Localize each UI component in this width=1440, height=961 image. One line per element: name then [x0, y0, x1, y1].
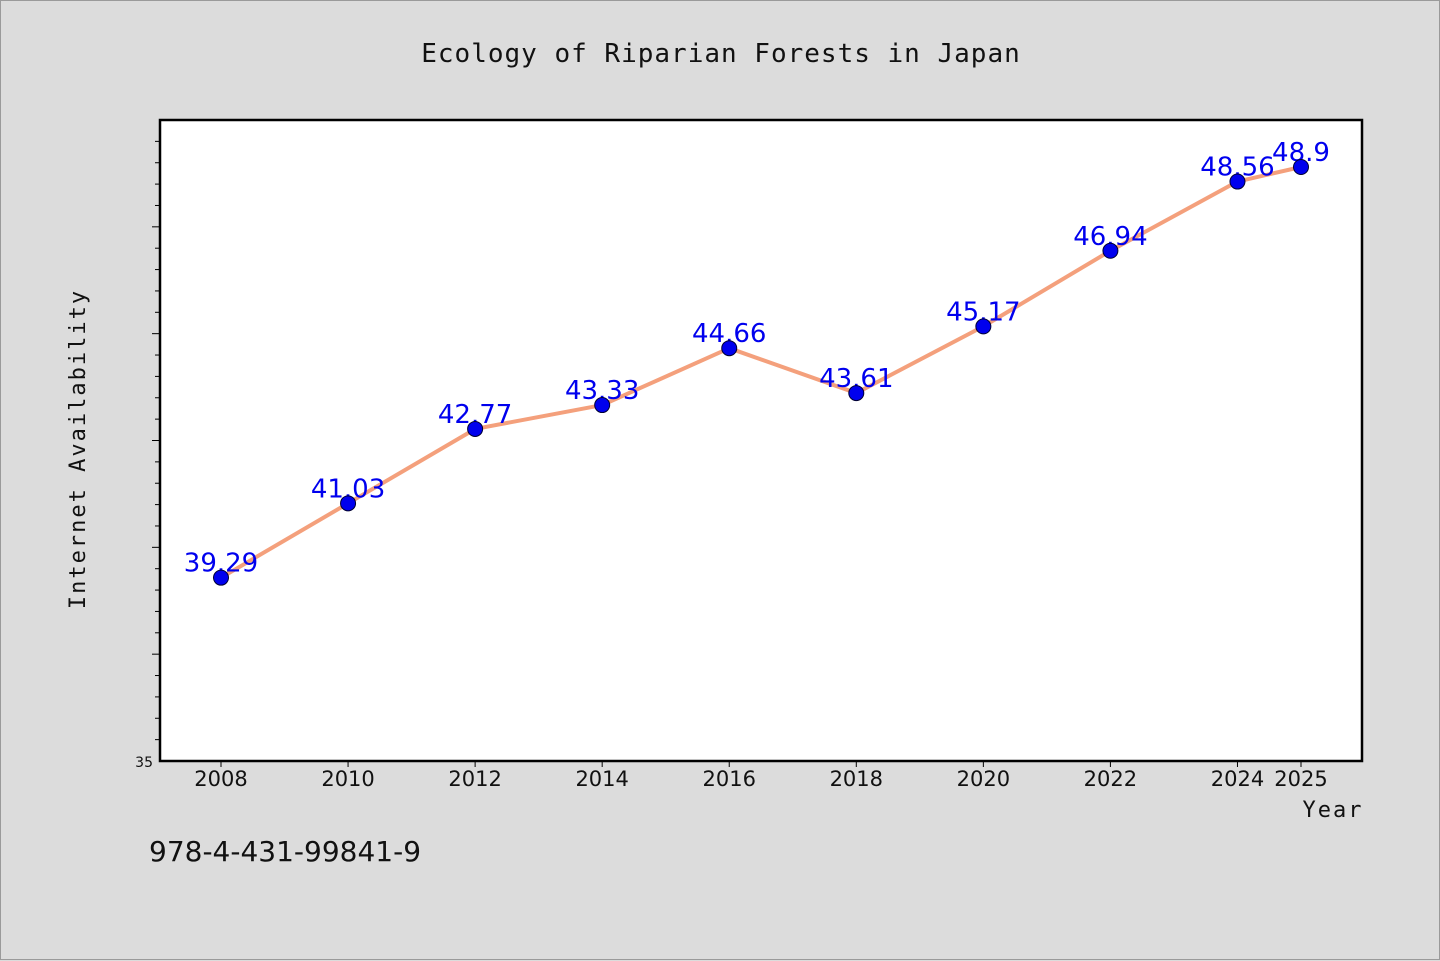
plot-area [158, 118, 1364, 763]
data-point-2018 [848, 385, 865, 402]
series-line [219, 165, 1302, 580]
y-tick-label-35: 35 [135, 755, 153, 771]
data-point-2024 [1229, 173, 1246, 190]
isbn-text: 978-4-431-99841-9 [149, 835, 422, 868]
x-tick-label-2022: 2022 [1084, 767, 1137, 791]
x-tick-label-2025: 2025 [1274, 767, 1327, 791]
data-point-2014 [594, 397, 611, 414]
x-tick-label-2020: 2020 [957, 767, 1010, 791]
y-axis-ticks [152, 140, 160, 741]
x-tick-label-2016: 2016 [703, 767, 756, 791]
x-tick-label-2010: 2010 [321, 767, 374, 791]
x-tick-label-2018: 2018 [830, 767, 883, 791]
x-tick-label-2024: 2024 [1211, 767, 1264, 791]
x-tick-label-2008: 2008 [194, 767, 247, 791]
x-tick-label-2014: 2014 [575, 767, 628, 791]
data-point-2008 [213, 569, 229, 586]
data-point-2025 [1293, 159, 1309, 176]
y-axis-label: Internet Availability [66, 289, 91, 609]
series-group: 39.2941.0342.7743.3344.6643.6145.1746.94… [184, 138, 1330, 586]
data-point-2010 [340, 495, 357, 512]
x-tick-label-2012: 2012 [448, 767, 501, 791]
data-point-2016 [721, 340, 738, 357]
chart-title: Ecology of Riparian Forests in Japan [421, 39, 1021, 69]
data-point-2022 [1102, 242, 1119, 259]
data-point-2012 [467, 420, 484, 437]
data-point-2020 [975, 318, 992, 335]
x-axis-ticks: 2008 2010 2012 2014 2016 2018 2020 2022 2024 2025 [194, 761, 1328, 791]
x-axis-label: Year [1303, 798, 1364, 823]
